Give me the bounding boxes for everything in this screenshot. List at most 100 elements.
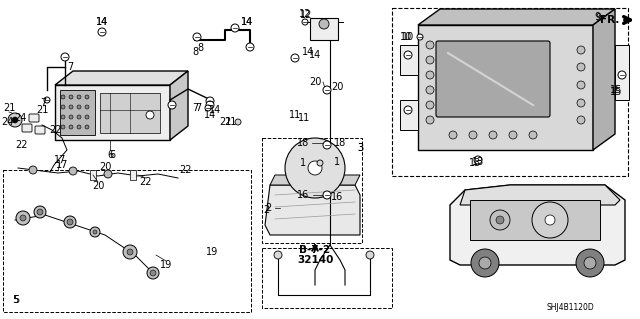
Text: 20: 20 <box>92 181 104 191</box>
Text: 24: 24 <box>14 113 26 123</box>
Bar <box>400 45 418 75</box>
Polygon shape <box>593 9 615 150</box>
Circle shape <box>532 202 568 238</box>
Bar <box>262 138 362 243</box>
Circle shape <box>85 95 89 99</box>
Text: 15: 15 <box>610 87 622 97</box>
Circle shape <box>147 267 159 279</box>
Text: 8: 8 <box>197 43 203 53</box>
Text: 15: 15 <box>610 85 622 95</box>
Text: 22: 22 <box>49 125 61 135</box>
Circle shape <box>404 51 412 59</box>
Circle shape <box>37 209 43 215</box>
Text: 11: 11 <box>289 110 301 120</box>
Circle shape <box>69 95 73 99</box>
Circle shape <box>302 19 308 25</box>
Polygon shape <box>170 71 188 140</box>
Circle shape <box>285 138 345 198</box>
FancyBboxPatch shape <box>22 124 32 132</box>
Circle shape <box>67 219 73 225</box>
Text: 16: 16 <box>297 190 309 200</box>
Circle shape <box>426 41 434 49</box>
Circle shape <box>69 167 77 175</box>
Text: 14: 14 <box>209 105 221 115</box>
Text: 7: 7 <box>192 103 198 113</box>
Circle shape <box>618 71 626 79</box>
Text: 9: 9 <box>595 13 601 23</box>
Circle shape <box>77 115 81 119</box>
Circle shape <box>469 131 477 139</box>
Text: 14: 14 <box>241 17 253 27</box>
Text: 3: 3 <box>357 143 363 153</box>
Polygon shape <box>450 185 625 265</box>
Text: 20: 20 <box>99 162 111 172</box>
Bar <box>130 170 136 180</box>
Bar <box>400 100 418 130</box>
Circle shape <box>146 111 154 119</box>
Circle shape <box>44 97 50 103</box>
Circle shape <box>8 113 22 127</box>
Circle shape <box>127 249 133 255</box>
Circle shape <box>16 211 30 225</box>
Text: 20: 20 <box>331 82 343 92</box>
Circle shape <box>61 105 65 109</box>
Circle shape <box>64 216 76 228</box>
Circle shape <box>206 97 214 105</box>
Circle shape <box>206 101 214 109</box>
Text: 13: 13 <box>472 157 484 167</box>
Bar <box>392 8 628 176</box>
Circle shape <box>34 206 46 218</box>
Text: 7: 7 <box>67 62 73 72</box>
Text: 22: 22 <box>16 140 28 150</box>
Circle shape <box>12 117 18 123</box>
Circle shape <box>308 161 322 175</box>
Circle shape <box>577 46 585 54</box>
Text: 1: 1 <box>300 158 306 168</box>
Text: 16: 16 <box>331 192 343 202</box>
Circle shape <box>576 249 604 277</box>
Circle shape <box>193 33 201 41</box>
Circle shape <box>471 249 499 277</box>
Text: 2: 2 <box>265 203 271 213</box>
Circle shape <box>77 125 81 129</box>
Circle shape <box>150 270 156 276</box>
Text: 14: 14 <box>241 17 253 27</box>
Circle shape <box>61 115 65 119</box>
Circle shape <box>584 257 596 269</box>
FancyBboxPatch shape <box>29 114 39 122</box>
Text: 19: 19 <box>160 260 172 270</box>
Circle shape <box>319 19 329 29</box>
Text: 22: 22 <box>140 177 152 187</box>
Text: 12: 12 <box>299 9 311 19</box>
Text: 22: 22 <box>179 165 191 175</box>
Circle shape <box>323 86 331 94</box>
Circle shape <box>404 106 412 114</box>
Text: 21: 21 <box>36 105 48 115</box>
Text: 10: 10 <box>400 32 412 42</box>
Polygon shape <box>265 185 360 235</box>
Text: 19: 19 <box>206 247 218 257</box>
Circle shape <box>61 125 65 129</box>
Circle shape <box>231 24 239 32</box>
Circle shape <box>20 215 26 221</box>
Circle shape <box>577 99 585 107</box>
Circle shape <box>69 105 73 109</box>
Polygon shape <box>460 185 620 205</box>
Circle shape <box>490 210 510 230</box>
Text: 8: 8 <box>192 47 198 57</box>
Circle shape <box>529 131 537 139</box>
Bar <box>3 170 251 312</box>
Circle shape <box>426 56 434 64</box>
Text: 20: 20 <box>309 77 321 87</box>
Circle shape <box>509 131 517 139</box>
Text: 18: 18 <box>297 138 309 148</box>
Text: 9: 9 <box>594 12 600 22</box>
Circle shape <box>104 170 112 178</box>
Text: 14: 14 <box>96 17 108 27</box>
Circle shape <box>577 63 585 71</box>
Text: B-7-2: B-7-2 <box>300 245 331 255</box>
Text: 3: 3 <box>357 143 363 153</box>
Circle shape <box>577 81 585 89</box>
Circle shape <box>323 141 331 149</box>
Circle shape <box>417 34 423 40</box>
